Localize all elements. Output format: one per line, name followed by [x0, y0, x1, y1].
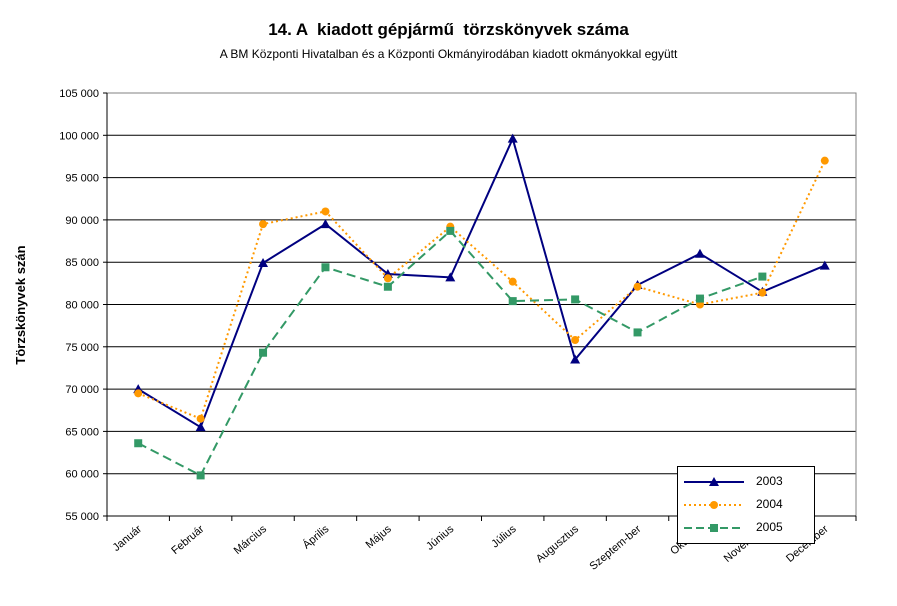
legend-marker-2004	[684, 501, 744, 509]
data-point-2004	[758, 288, 767, 297]
x-tick-label: Július	[489, 523, 519, 551]
legend-label-2003: 2003	[756, 474, 783, 488]
series-line-2005	[137, 229, 763, 477]
x-tick-label: Június	[424, 523, 456, 553]
series-line-2003	[137, 135, 826, 429]
y-axis-label: Törzskönyvek szán	[13, 245, 28, 364]
data-point-2005	[508, 297, 517, 306]
data-point-2004	[196, 414, 205, 423]
y-axis-ticks: 55 000 60 000 65 000 70 000 75 000 80 000 85 0…	[59, 88, 107, 523]
data-point-2003	[570, 354, 581, 364]
data-point-2004	[820, 156, 829, 165]
legend-marker-2003	[684, 477, 744, 486]
data-point-2005	[695, 294, 704, 303]
data-point-2004	[383, 274, 392, 283]
data-point-2003	[258, 258, 269, 268]
legend-item-2003: 2003	[678, 471, 814, 493]
data-point-2005	[633, 328, 642, 337]
data-point-2003	[320, 219, 331, 229]
chart-title: 14. A kiadott gépjármű törzskönyvek szám…	[268, 20, 629, 39]
x-tick-label: Április	[300, 522, 332, 552]
x-tick-label: Március	[232, 523, 270, 557]
legend-item-2005: 2005	[678, 517, 814, 539]
legend-label-2004: 2004	[756, 497, 783, 511]
y-tick-label: 95 000	[65, 173, 99, 185]
y-tick-label: 85 000	[65, 257, 99, 269]
data-point-2003	[507, 133, 518, 143]
chart-subtitle: A BM Központi Hivatalban és a Központi O…	[219, 47, 678, 61]
x-tick-label: Január	[111, 523, 145, 554]
x-tick-label: Február	[169, 523, 206, 557]
y-tick-label: 100 000	[59, 130, 99, 142]
data-point-2003	[694, 248, 705, 258]
x-tick-label: Szeptem-ber	[588, 523, 644, 573]
data-point-2005	[196, 471, 205, 480]
y-tick-label: 55 000	[65, 511, 99, 523]
x-tick-label: Május	[364, 523, 395, 551]
data-point-2005	[383, 282, 392, 291]
data-point-2003	[819, 260, 830, 270]
y-tick-label: 60 000	[65, 469, 99, 481]
data-point-2005	[259, 348, 268, 357]
data-point-2004	[259, 220, 268, 229]
data-point-2004	[321, 207, 330, 216]
y-tick-label: 105 000	[59, 88, 99, 100]
y-tick-label: 70 000	[65, 384, 99, 396]
data-point-2005	[134, 439, 143, 448]
data-point-2005	[446, 226, 455, 235]
series-group	[133, 133, 830, 480]
y-tick-label: 80 000	[65, 300, 99, 312]
x-tick-label: Augusztus	[534, 523, 581, 566]
data-point-2004	[571, 336, 580, 345]
y-tick-label: 75 000	[65, 342, 99, 354]
data-point-2005	[758, 272, 767, 281]
data-point-2004	[633, 282, 642, 291]
data-point-2005	[571, 295, 580, 304]
data-point-2003	[195, 422, 206, 432]
y-tick-label: 65 000	[65, 426, 99, 438]
legend-marker-2005	[684, 524, 744, 532]
data-point-2003	[445, 272, 456, 282]
data-point-2004	[508, 277, 517, 286]
series-line-2004	[137, 160, 826, 421]
legend: 2003 2004 2005	[677, 466, 815, 544]
data-point-2004	[134, 389, 143, 398]
legend-label-2005: 2005	[756, 520, 783, 534]
data-point-2005	[321, 263, 330, 272]
y-tick-label: 90 000	[65, 215, 99, 227]
legend-item-2004: 2004	[678, 494, 814, 516]
